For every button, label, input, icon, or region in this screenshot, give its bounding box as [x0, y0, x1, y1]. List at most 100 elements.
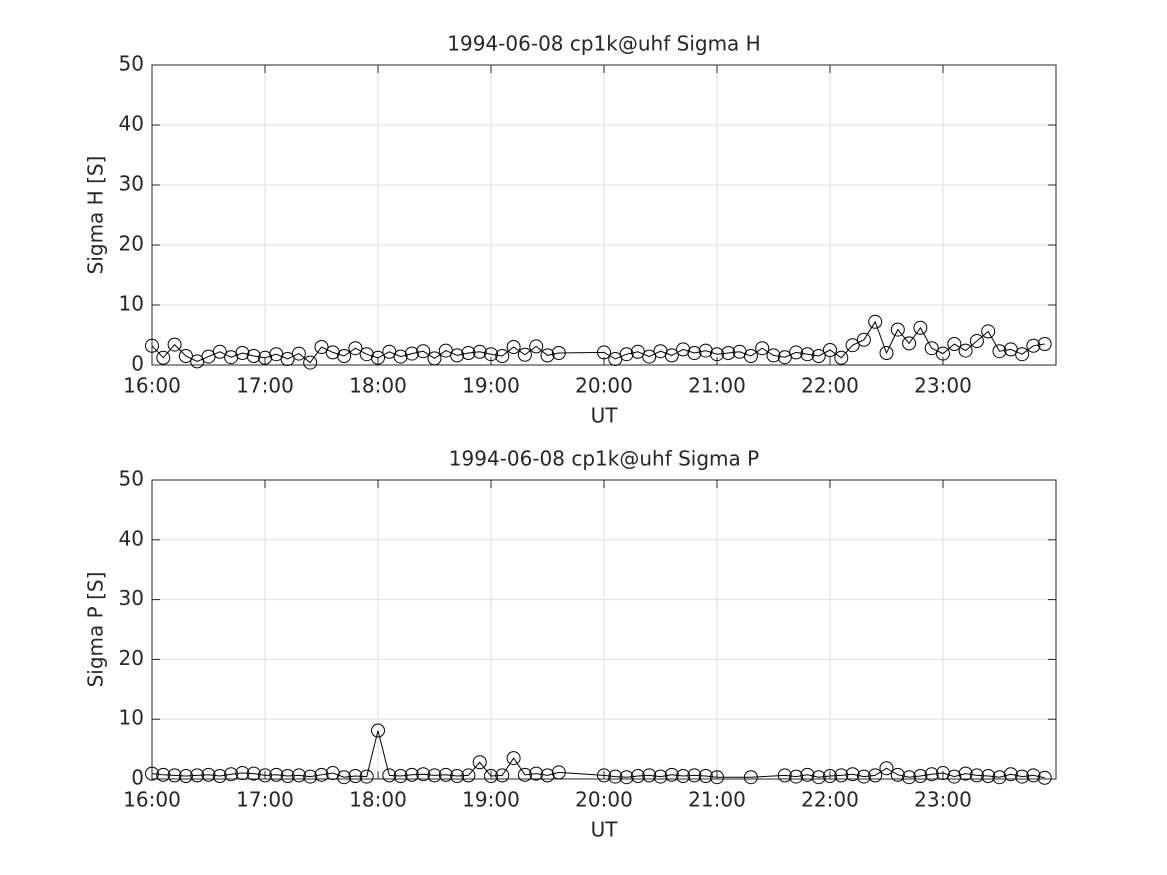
data-point [676, 769, 691, 784]
y-tick-label: 0 [131, 352, 144, 376]
data-point [371, 723, 385, 738]
data-point [743, 349, 758, 363]
y-tick-label: 0 [131, 766, 144, 790]
data-point [800, 767, 815, 782]
data-point [371, 350, 385, 365]
data-point [314, 340, 329, 354]
data-point [642, 768, 657, 783]
data-point [947, 769, 962, 784]
x-tick-label: 21:00 [688, 788, 746, 812]
x-tick-label: 21:00 [688, 374, 746, 398]
data-point [823, 343, 837, 357]
y-tick-label: 50 [119, 52, 144, 76]
data-point [642, 349, 657, 364]
x-tick-label: 18:00 [349, 374, 407, 398]
data-point [427, 768, 442, 783]
data-point [212, 344, 227, 359]
data-point [438, 767, 453, 782]
data-point [224, 767, 239, 782]
chart-title: 1994-06-08 cp1k@uhf Sigma H [447, 32, 760, 56]
data-point [992, 344, 1007, 359]
data-point [506, 751, 521, 766]
data-point [834, 350, 849, 365]
data-point [890, 322, 905, 337]
data-point [393, 769, 408, 784]
data-point [1003, 767, 1018, 782]
data-point [212, 769, 227, 784]
data-point [427, 351, 442, 366]
x-tick-label: 17:00 [236, 788, 294, 812]
data-point [145, 338, 159, 353]
data-point [348, 769, 363, 784]
data-point [540, 768, 555, 783]
y-tick-label: 30 [119, 172, 144, 196]
data-point [800, 347, 815, 362]
data-point [280, 769, 295, 784]
x-tick-label: 22:00 [801, 788, 859, 812]
data-point [1026, 768, 1041, 783]
data-point [845, 338, 860, 353]
data-point [664, 767, 679, 782]
data-point [506, 340, 521, 354]
data-point [258, 768, 272, 783]
data-point [167, 768, 182, 783]
x-tick-label: 17:00 [236, 374, 294, 398]
data-point [1037, 770, 1052, 785]
data-point [969, 334, 984, 348]
x-tick-label: 19:00 [462, 374, 520, 398]
data-point [529, 766, 544, 781]
data-point [291, 768, 306, 783]
x-tick-label: 23:00 [914, 788, 972, 812]
data-point [924, 341, 939, 356]
data-point [258, 350, 272, 365]
data-point [551, 765, 566, 780]
data-point [743, 770, 758, 785]
data-point [619, 347, 634, 362]
data-point [936, 766, 950, 781]
data-point [789, 769, 804, 784]
data-point [879, 761, 894, 776]
data-point [597, 768, 611, 783]
data-point [461, 346, 476, 360]
data-point [1015, 769, 1030, 784]
data-point [879, 346, 894, 360]
data-point [416, 767, 431, 782]
data-point [1037, 337, 1052, 351]
data-point [687, 346, 702, 360]
data-point [348, 341, 363, 356]
data-point [540, 348, 555, 363]
data-point [664, 348, 679, 363]
x-tick-label: 20:00 [575, 788, 633, 812]
data-point [902, 770, 917, 785]
data-point [823, 769, 837, 784]
data-point [834, 768, 849, 783]
data-point [269, 767, 284, 782]
data-point [178, 769, 193, 784]
data-point [190, 768, 205, 783]
data-point [461, 768, 476, 783]
data-point [958, 343, 973, 358]
data-point [529, 339, 544, 354]
data-point [404, 346, 419, 361]
data-point [472, 755, 487, 770]
data-point [393, 349, 408, 364]
data-point [969, 768, 984, 783]
data-point [291, 346, 306, 361]
data-point [981, 324, 996, 339]
y-tick-label: 20 [119, 646, 144, 670]
data-point [484, 769, 498, 784]
data-line [151, 320, 1045, 364]
y-axis-label: Sigma H [S] [84, 156, 108, 275]
data-point [201, 767, 216, 782]
data-point [280, 352, 295, 366]
data-point [359, 769, 374, 784]
data-point [235, 346, 250, 360]
data-point [958, 766, 973, 781]
data-point [156, 767, 171, 782]
data-point [472, 344, 487, 359]
data-point [687, 768, 702, 783]
data-point [845, 767, 860, 782]
data-point [337, 770, 352, 785]
data-point [484, 347, 498, 362]
